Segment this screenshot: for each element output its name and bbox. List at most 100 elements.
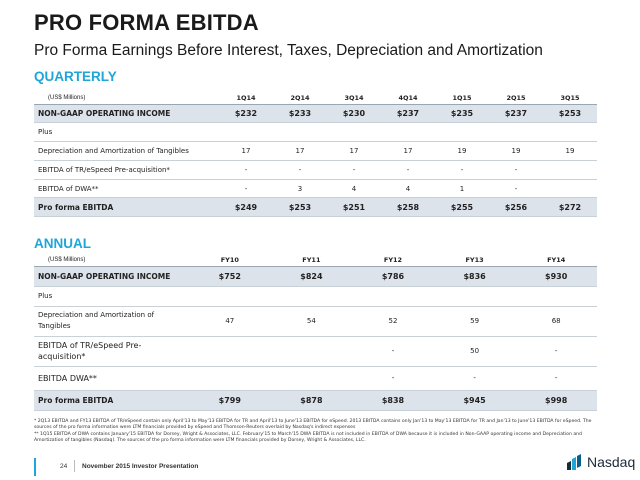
table-cell: -: [273, 160, 327, 180]
table-cell: -: [515, 336, 597, 367]
column-header: 4Q14: [381, 92, 435, 105]
table-cell: [543, 179, 597, 199]
table-cell: 17: [327, 141, 381, 161]
footnote-2: ** 1Q15 EBITDA of DWA contains January'1…: [34, 431, 582, 443]
table-cell: [270, 336, 353, 367]
table-cell: $237: [489, 104, 543, 124]
table-cell: -: [327, 160, 381, 180]
row-label: NON-GAAP OPERATING INCOME: [34, 104, 219, 124]
column-header: 3Q14: [327, 92, 381, 105]
table-cell: [489, 122, 543, 143]
table-row: EBITDA of DWA** - 3 4 4 1 -: [34, 179, 597, 199]
quarterly-table: 1Q14 2Q14 3Q14 4Q14 1Q15 2Q15 3Q15 NON-G…: [34, 92, 597, 218]
table-cell: -: [381, 160, 435, 180]
table-cell: $253: [273, 197, 327, 218]
footnote-1: * 2Q13 EBITDA and FY13 EBITDA of TR/eSpe…: [34, 419, 592, 431]
table-cell: 19: [435, 141, 489, 161]
annual-heading: ANNUAL: [34, 236, 91, 251]
table-cell: $930: [515, 266, 597, 287]
table-cell: 52: [352, 306, 434, 337]
nasdaq-logo-icon: [567, 454, 581, 470]
table-cell: $272: [543, 197, 597, 218]
table-cell: [189, 336, 271, 367]
table-cell: [189, 286, 271, 307]
table-cell: 1: [435, 179, 489, 199]
table-cell: [543, 160, 597, 180]
header-label-cell: [34, 92, 219, 105]
table-cell: $786: [352, 266, 434, 287]
table-row: NON-GAAP OPERATING INCOME $752 $824 $786…: [34, 266, 597, 287]
table-cell: $253: [543, 104, 597, 124]
table-row: Plus: [34, 286, 597, 307]
table-cell: $836: [433, 266, 516, 287]
table-cell: $752: [189, 266, 271, 287]
header-label-cell: [34, 254, 189, 267]
table-cell: $998: [515, 390, 597, 411]
row-label: NON-GAAP OPERATING INCOME: [34, 266, 189, 287]
table-cell: -: [489, 179, 543, 199]
footer-presentation-title: November 2015 Investor Presentation: [82, 463, 199, 470]
row-label: EBITDA DWA**: [34, 366, 189, 391]
table-cell: 19: [489, 141, 543, 161]
row-label: Depreciation and Amortization of Tangibl…: [34, 141, 219, 161]
table-row: Depreciation and Amortization of Tangibl…: [34, 306, 597, 337]
row-label: Pro forma EBITDA: [34, 390, 189, 411]
table-cell: -: [435, 160, 489, 180]
table-cell: $251: [327, 197, 381, 218]
table-cell: $235: [435, 104, 489, 124]
table-row: NON-GAAP OPERATING INCOME $232 $233 $230…: [34, 104, 597, 124]
nasdaq-logo: Nasdaq: [564, 452, 635, 472]
table-cell: [433, 286, 516, 307]
table-header-row: FY10 FY11 FY12 FY13 FY14: [34, 254, 597, 267]
table-cell: -: [515, 366, 597, 391]
row-label: EBITDA of DWA**: [34, 179, 219, 199]
table-cell: $824: [270, 266, 353, 287]
table-cell: $232: [219, 104, 273, 124]
column-header: 1Q14: [219, 92, 273, 105]
table-cell: [219, 122, 273, 143]
table-cell: -: [219, 160, 273, 180]
column-header: 1Q15: [435, 92, 489, 105]
footer-accent-bar: [34, 458, 36, 476]
row-label: EBITDA of TR/eSpeed Pre-acquisition*: [34, 336, 189, 367]
table-cell: [381, 122, 435, 143]
table-cell: 47: [189, 306, 271, 337]
table-cell: 59: [433, 306, 516, 337]
table-cell: [273, 122, 327, 143]
footnotes: * 2Q13 EBITDA and FY13 EBITDA of TR/eSpe…: [34, 419, 604, 444]
table-cell: 17: [381, 141, 435, 161]
column-header: FY13: [433, 254, 516, 267]
table-cell: $258: [381, 197, 435, 218]
table-row: Pro forma EBITDA $249 $253 $251 $258 $25…: [34, 197, 597, 218]
table-row: EBITDA of TR/eSpeed Pre-acquisition* - -…: [34, 160, 597, 180]
table-row: EBITDA DWA** - - -: [34, 366, 597, 391]
table-cell: $878: [270, 390, 353, 411]
column-header: FY10: [189, 254, 271, 267]
table-cell: 4: [381, 179, 435, 199]
column-header: 2Q14: [273, 92, 327, 105]
table-cell: $256: [489, 197, 543, 218]
table-row: Plus: [34, 122, 597, 143]
table-cell: $945: [433, 390, 516, 411]
column-header: 3Q15: [543, 92, 597, 105]
column-header: FY14: [515, 254, 597, 267]
table-cell: [327, 122, 381, 143]
table-cell: [270, 366, 353, 391]
row-label: Plus: [34, 286, 189, 307]
footer-divider: [74, 460, 75, 472]
table-cell: $255: [435, 197, 489, 218]
table-cell: $838: [352, 390, 434, 411]
table-cell: [189, 366, 271, 391]
row-label: Pro forma EBITDA: [34, 197, 219, 218]
quarterly-heading: QUARTERLY: [34, 69, 117, 84]
table-cell: -: [433, 366, 516, 391]
table-cell: 3: [273, 179, 327, 199]
table-cell: [543, 122, 597, 143]
row-label: Depreciation and Amortization of Tangibl…: [34, 306, 189, 337]
table-cell: $233: [273, 104, 327, 124]
table-cell: [270, 286, 353, 307]
annual-table: FY10 FY11 FY12 FY13 FY14 NON-GAAP OPERAT…: [34, 254, 597, 411]
logo-text: Nasdaq: [587, 454, 636, 470]
table-cell: 17: [219, 141, 273, 161]
page-number: 24: [60, 463, 68, 470]
